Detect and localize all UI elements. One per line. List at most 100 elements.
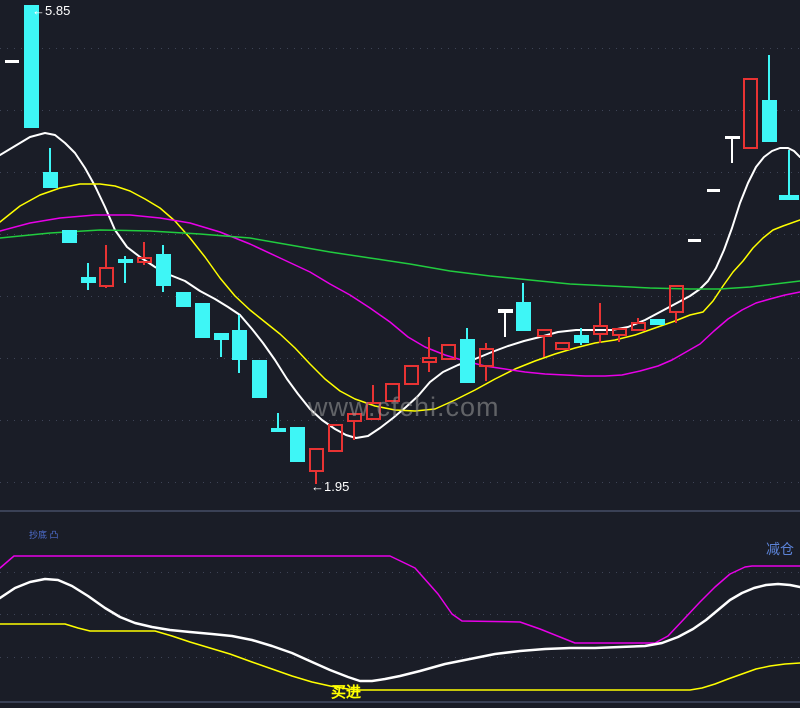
candle-down <box>251 360 267 398</box>
panel-divider <box>0 510 800 512</box>
dotted-gridline <box>0 420 800 421</box>
candle-up-wick <box>143 263 145 265</box>
indicator-white-line <box>0 577 800 683</box>
candle-neutral-wick <box>504 313 506 337</box>
candle-down <box>42 172 58 188</box>
candle-down-wick <box>124 256 126 259</box>
candle-up-wick <box>485 367 487 381</box>
candle-up <box>536 329 552 337</box>
candle-up-wick <box>105 287 107 288</box>
candle-down-wick <box>87 283 89 290</box>
dotted-gridline <box>0 572 800 573</box>
indicator-yellow-line <box>0 623 800 691</box>
high-price-annotation: ←5.85 <box>32 3 71 18</box>
candle-neutral <box>497 309 513 313</box>
candle-down <box>649 319 665 325</box>
candle-down <box>231 330 247 360</box>
dotted-gridline <box>0 110 800 111</box>
candle-down <box>194 303 210 338</box>
indicator-name-label: 抄底 凸 <box>29 528 59 541</box>
candle-neutral <box>687 239 701 242</box>
candle-up-wick <box>105 245 107 267</box>
dotted-gridline <box>0 296 800 297</box>
candle-neutral-wick <box>731 139 733 163</box>
indicator-name-text: 抄底 <box>29 530 48 540</box>
indicator-box-icon: 凸 <box>49 530 59 540</box>
candle-up <box>98 267 114 287</box>
candle-up <box>421 357 437 363</box>
candle-up <box>365 402 381 420</box>
reduce-position-signal-label: 减仓 <box>766 541 794 557</box>
candle-up <box>742 78 758 149</box>
candle-down-wick <box>788 150 790 195</box>
candle-down-wick <box>162 245 164 254</box>
candle-down <box>289 427 305 462</box>
candle-down <box>573 335 589 343</box>
candle-down <box>515 302 531 331</box>
candle-down-wick <box>768 55 770 100</box>
ma-yellow-line <box>0 183 800 412</box>
candle-up <box>384 383 400 402</box>
candle-down-wick <box>220 340 222 357</box>
candle-down-wick <box>580 343 582 345</box>
candle-down <box>175 292 191 307</box>
candle-up-wick <box>428 337 430 357</box>
candle-down <box>23 5 39 128</box>
candle-up <box>403 365 419 385</box>
low-price-annotation: ←1.95 <box>311 479 350 494</box>
candle-down <box>213 333 229 340</box>
candle-down <box>155 254 171 286</box>
dotted-gridline <box>0 614 800 615</box>
dotted-gridline <box>0 48 800 49</box>
candle-up-wick <box>485 343 487 348</box>
candle-up-wick <box>637 318 639 322</box>
candle-up-wick <box>315 472 317 484</box>
indicator-magenta-line <box>0 555 800 644</box>
watermark: www.cfchi.com <box>308 392 500 422</box>
candle-down-wick <box>49 148 51 172</box>
bottom-border <box>0 701 800 703</box>
candle-down-wick <box>466 328 468 339</box>
candle-up <box>136 257 152 263</box>
candle-down-wick <box>580 328 582 335</box>
candle-down <box>761 100 777 142</box>
candle-up <box>478 348 494 367</box>
candle-up <box>308 448 324 472</box>
candle-up <box>611 328 627 336</box>
candle-neutral <box>724 136 740 139</box>
candle-down <box>270 428 286 432</box>
dotted-gridline <box>0 482 800 483</box>
ma-green-line <box>0 229 800 290</box>
candle-up <box>346 413 362 422</box>
candle-down <box>779 195 799 200</box>
candle-up-wick <box>372 385 374 402</box>
candle-down-wick <box>124 263 126 283</box>
candle-down-wick <box>522 283 524 302</box>
candle-up-wick <box>599 335 601 343</box>
dotted-gridline <box>0 657 800 658</box>
candle-up-wick <box>675 313 677 323</box>
candle-up <box>668 285 684 313</box>
candle-up <box>440 344 456 360</box>
candle-up <box>630 322 646 331</box>
candle-down-wick <box>277 413 279 428</box>
candle-down <box>117 259 133 263</box>
dotted-gridline <box>0 172 800 173</box>
candle-down <box>459 339 475 383</box>
candle-up <box>592 325 608 335</box>
candle-neutral <box>706 189 720 192</box>
buy-signal-label: 买进 <box>331 684 362 701</box>
candle-down-wick <box>238 315 240 330</box>
candle-down <box>80 277 96 283</box>
candle-up-wick <box>143 242 145 257</box>
candle-down <box>61 230 77 243</box>
candle-up-wick <box>599 303 601 325</box>
candle-down-wick <box>238 360 240 373</box>
candle-up-wick <box>543 337 545 357</box>
candle-up <box>327 424 343 452</box>
candle-up-wick <box>353 422 355 440</box>
dotted-gridline <box>0 234 800 235</box>
candle-neutral <box>5 60 19 63</box>
